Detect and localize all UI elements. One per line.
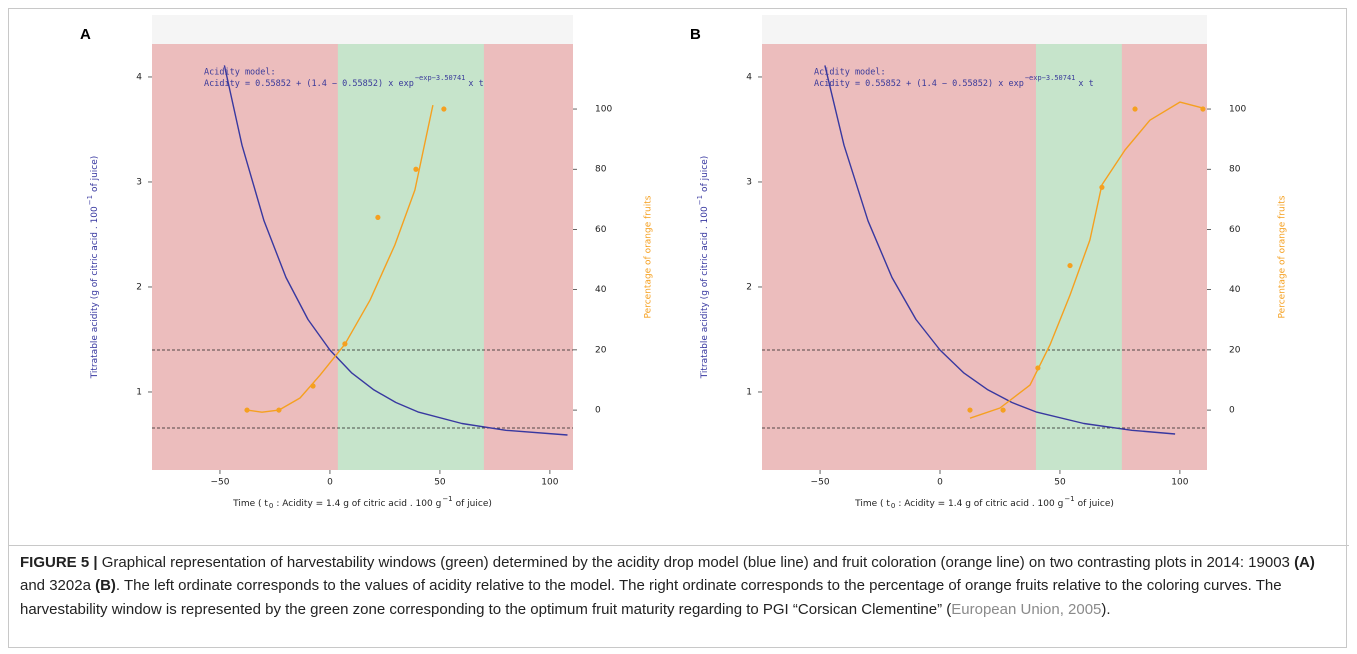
x-axis-label: Time ( t0: Acidity = 1.4 g of citric aci… xyxy=(854,495,1114,510)
label-part: : Acidity = 1.4 g of citric acid . 100 g xyxy=(276,499,441,509)
x-tick-label: 100 xyxy=(541,478,558,488)
data-point xyxy=(413,166,419,172)
curve xyxy=(969,101,1204,419)
panel-label: B xyxy=(690,26,701,43)
x-tick-label: −50 xyxy=(811,478,830,488)
caption-text: Graphical representation of harvestabili… xyxy=(101,554,1290,571)
label-part: −1 xyxy=(86,195,94,205)
annotation-formula: Acidity = 0.55852 + (1.4 − 0.55852) x ex… xyxy=(204,74,484,89)
label-part: of juice) xyxy=(1078,499,1114,509)
label-part: 0 xyxy=(891,502,895,510)
y2-axis-label: Percentage of orange fruits xyxy=(1278,195,1288,318)
top-band xyxy=(762,15,1207,44)
y-tick-label: 4 xyxy=(746,72,752,82)
x-axis-label: Time ( t0: Acidity = 1.4 g of citric aci… xyxy=(232,495,492,510)
label-part: −exp−3.50741 xyxy=(1025,74,1076,82)
annotation-title: Acidity model: xyxy=(204,68,276,78)
caption-text: ). xyxy=(1101,600,1111,618)
y2-tick-label: 20 xyxy=(595,345,607,355)
y-tick-label: 3 xyxy=(136,177,142,187)
caption-text: . The left ordinate corresponds to the v… xyxy=(20,577,1282,618)
caption-ref: (B) xyxy=(95,577,116,595)
annotation-title: Acidity model: xyxy=(814,68,886,78)
label-part: Acidity = 0.55852 + (1.4 − 0.55852) x ex… xyxy=(814,79,1024,89)
y2-tick-label: 80 xyxy=(1229,165,1241,175)
caption-text: and 3202a xyxy=(20,577,91,595)
data-point xyxy=(967,407,973,413)
label-part: −1 xyxy=(1064,495,1074,503)
y2-tick-label: 100 xyxy=(1229,105,1246,115)
label-part: of juice) xyxy=(700,156,710,192)
y-tick-label: 3 xyxy=(746,177,752,187)
y2-tick-label: 100 xyxy=(595,105,612,115)
top-band xyxy=(152,15,573,44)
data-point xyxy=(1000,407,1006,413)
harvest-window xyxy=(1035,44,1122,470)
y2-tick-label: 20 xyxy=(1229,345,1241,355)
figure-frame xyxy=(8,8,1347,648)
y-tick-label: 2 xyxy=(746,282,752,292)
citation[interactable]: European Union, 2005 xyxy=(951,600,1102,618)
x-tick-label: 0 xyxy=(937,478,943,488)
label-part: Titratable acidity (g of citric acid . 1… xyxy=(90,206,100,379)
y-tick-label: 1 xyxy=(136,387,142,397)
y2-tick-label: 40 xyxy=(595,285,607,295)
y-tick-label: 1 xyxy=(746,387,752,397)
caption-ref: (A) xyxy=(1294,554,1315,571)
y2-tick-label: 60 xyxy=(1229,225,1241,235)
y2-tick-label: 80 xyxy=(595,165,607,175)
x-tick-label: 50 xyxy=(434,478,446,488)
label-part: : Acidity = 1.4 g of citric acid . 100 g xyxy=(898,499,1063,509)
label-part: of juice) xyxy=(90,156,100,192)
y2-tick-label: 60 xyxy=(595,225,607,235)
caption-label: FIGURE 5 | xyxy=(20,554,98,571)
plot-background xyxy=(762,44,1207,470)
caption: FIGURE 5 | Graphical representation of h… xyxy=(20,551,1338,621)
x-tick-label: 50 xyxy=(1054,478,1066,488)
y-axis-label: Titratable acidity (g of citric acid . 1… xyxy=(696,156,710,380)
x-tick-label: 100 xyxy=(1171,478,1188,488)
y2-tick-label: 40 xyxy=(1229,285,1241,295)
label-part: x t xyxy=(468,79,483,89)
label-part: Titratable acidity (g of citric acid . 1… xyxy=(700,206,710,379)
data-point xyxy=(1132,106,1138,112)
x-tick-label: −50 xyxy=(210,478,229,488)
y2-axis-label: Percentage of orange fruits xyxy=(644,195,654,318)
label-part: −1 xyxy=(442,495,452,503)
separator xyxy=(8,545,1349,546)
curve xyxy=(824,65,1176,435)
panel-label: A xyxy=(80,26,91,43)
y-tick-label: 2 xyxy=(136,282,142,292)
harvest-window xyxy=(337,44,484,470)
label-part: −exp−3.50741 xyxy=(415,74,466,82)
y2-tick-label: 0 xyxy=(1229,406,1235,416)
data-point xyxy=(441,106,447,112)
label-part: Acidity = 0.55852 + (1.4 − 0.55852) x ex… xyxy=(204,79,414,89)
data-point xyxy=(375,214,381,221)
label-part: Time ( t xyxy=(854,499,890,509)
y-axis-label: Titratable acidity (g of citric acid . 1… xyxy=(86,156,100,380)
label-part: of juice) xyxy=(456,499,492,509)
label-part: x t xyxy=(1078,79,1093,89)
y-tick-label: 4 xyxy=(136,72,142,82)
label-part: Time ( t xyxy=(232,499,268,509)
y2-tick-label: 0 xyxy=(595,406,601,416)
curve xyxy=(223,65,568,436)
data-point xyxy=(1067,262,1073,269)
curve xyxy=(246,104,434,413)
x-tick-label: 0 xyxy=(327,478,333,488)
label-part: −1 xyxy=(696,195,704,205)
annotation-formula: Acidity = 0.55852 + (1.4 − 0.55852) x ex… xyxy=(814,74,1094,89)
label-part: 0 xyxy=(269,502,273,510)
